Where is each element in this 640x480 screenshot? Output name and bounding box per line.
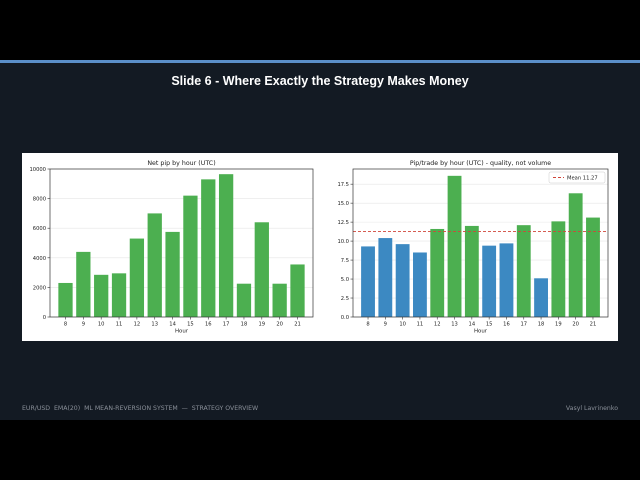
x-tick-label: 12 xyxy=(134,322,141,328)
bar xyxy=(272,283,287,317)
y-tick-label: 10000 xyxy=(29,167,46,173)
bar xyxy=(254,222,269,317)
y-tick-label: 8000 xyxy=(33,197,46,203)
legend-box xyxy=(548,171,606,184)
x-tick-label: 8 xyxy=(64,322,67,328)
y-tick-label: 5.0 xyxy=(341,277,349,283)
x-tick-label: 14 xyxy=(469,322,476,328)
bar xyxy=(464,225,479,317)
x-tick-label: 10 xyxy=(399,322,406,328)
x-tick-label: 12 xyxy=(434,322,441,328)
x-tick-label: 11 xyxy=(116,322,123,328)
bar xyxy=(218,174,234,317)
y-tick-label: 10.0 xyxy=(337,239,349,245)
x-tick-label: 21 xyxy=(590,322,597,328)
x-tick-label: 10 xyxy=(98,322,105,328)
x-tick-label: 19 xyxy=(259,322,266,328)
bar xyxy=(586,217,600,317)
bar xyxy=(551,221,566,317)
x-tick-label: 9 xyxy=(384,322,387,328)
bar xyxy=(395,244,410,317)
x-tick-label: 11 xyxy=(417,322,424,328)
y-tick-label: 2000 xyxy=(33,285,46,291)
bar xyxy=(94,274,109,317)
x-tick-label: 9 xyxy=(82,322,85,328)
y-tick-label: 12.5 xyxy=(337,220,349,226)
x-tick-label: 20 xyxy=(572,322,579,328)
chart-title-1: Net pip by hour (UTC) xyxy=(147,160,215,167)
bar xyxy=(516,225,531,317)
x-tick-label: 15 xyxy=(486,322,493,328)
y-tick-label: 0 xyxy=(43,315,46,321)
bar xyxy=(482,245,497,317)
bar xyxy=(201,179,216,317)
y-tick-label: 17.5 xyxy=(337,182,349,188)
footer-text: EUR/USD EMA(20) ML MEAN-REVERSION SYSTEM… xyxy=(22,405,259,412)
y-tick-label: 15.0 xyxy=(337,201,349,207)
x-tick-label: 16 xyxy=(205,322,212,328)
bar xyxy=(236,283,252,317)
x-tick-label: 14 xyxy=(169,322,176,328)
x-tick-label: 17 xyxy=(520,322,527,328)
x-tick-label: 19 xyxy=(555,322,562,328)
bar xyxy=(378,238,393,317)
bar xyxy=(58,282,73,317)
bar xyxy=(183,195,198,317)
slide-accent-line xyxy=(0,60,640,63)
bar xyxy=(534,278,548,317)
y-tick-label: 0.0 xyxy=(341,315,349,321)
bar xyxy=(165,231,180,317)
figure-panel: Net pip by hour (UTC) 0 2000 4000 6000 8000 10… xyxy=(22,153,618,341)
footer-author: Vasyl Lavrinenko xyxy=(565,405,618,412)
x-tick-label: 20 xyxy=(276,322,283,328)
x-tick-label: 13 xyxy=(451,322,458,328)
y-tick-label: 4000 xyxy=(33,256,46,262)
charts-svg: Net pip by hour (UTC) 0 2000 4000 6000 8000 10… xyxy=(29,160,609,335)
y-tick-label: 2.5 xyxy=(341,296,349,302)
bar xyxy=(129,238,145,317)
bar xyxy=(430,228,445,317)
y-tick-label: 6000 xyxy=(33,226,46,232)
bar xyxy=(413,252,427,317)
bar xyxy=(147,213,162,317)
y-tick-label: 7.5 xyxy=(341,258,349,264)
bar xyxy=(568,193,583,317)
bar xyxy=(499,243,514,317)
bar xyxy=(361,246,375,317)
x-axis-label: Hour xyxy=(474,329,488,335)
bar xyxy=(76,251,91,317)
x-tick-label: 18 xyxy=(241,322,248,328)
x-tick-label: 17 xyxy=(223,322,230,328)
x-tick-label: 18 xyxy=(538,322,545,328)
legend-label: Mean 11.27 xyxy=(567,176,598,182)
axes-frame xyxy=(352,168,609,318)
x-tick-label: 13 xyxy=(151,322,158,328)
chart-title-2: Pip/trade by hour (UTC) - quality, not v… xyxy=(410,160,551,167)
slide: Slide 6 - Where Exactly the Strategy Mak… xyxy=(0,60,640,420)
x-axis-label: Hour xyxy=(175,329,189,335)
x-tick-label: 21 xyxy=(294,322,301,328)
x-tick-label: 15 xyxy=(187,322,194,328)
bar xyxy=(290,264,305,317)
x-tick-label: 16 xyxy=(503,322,510,328)
axes-frame xyxy=(49,168,314,318)
bar xyxy=(111,273,127,317)
slide-title: Slide 6 - Where Exactly the Strategy Mak… xyxy=(171,74,469,88)
x-tick-label: 8 xyxy=(366,322,369,328)
bar xyxy=(447,175,462,317)
